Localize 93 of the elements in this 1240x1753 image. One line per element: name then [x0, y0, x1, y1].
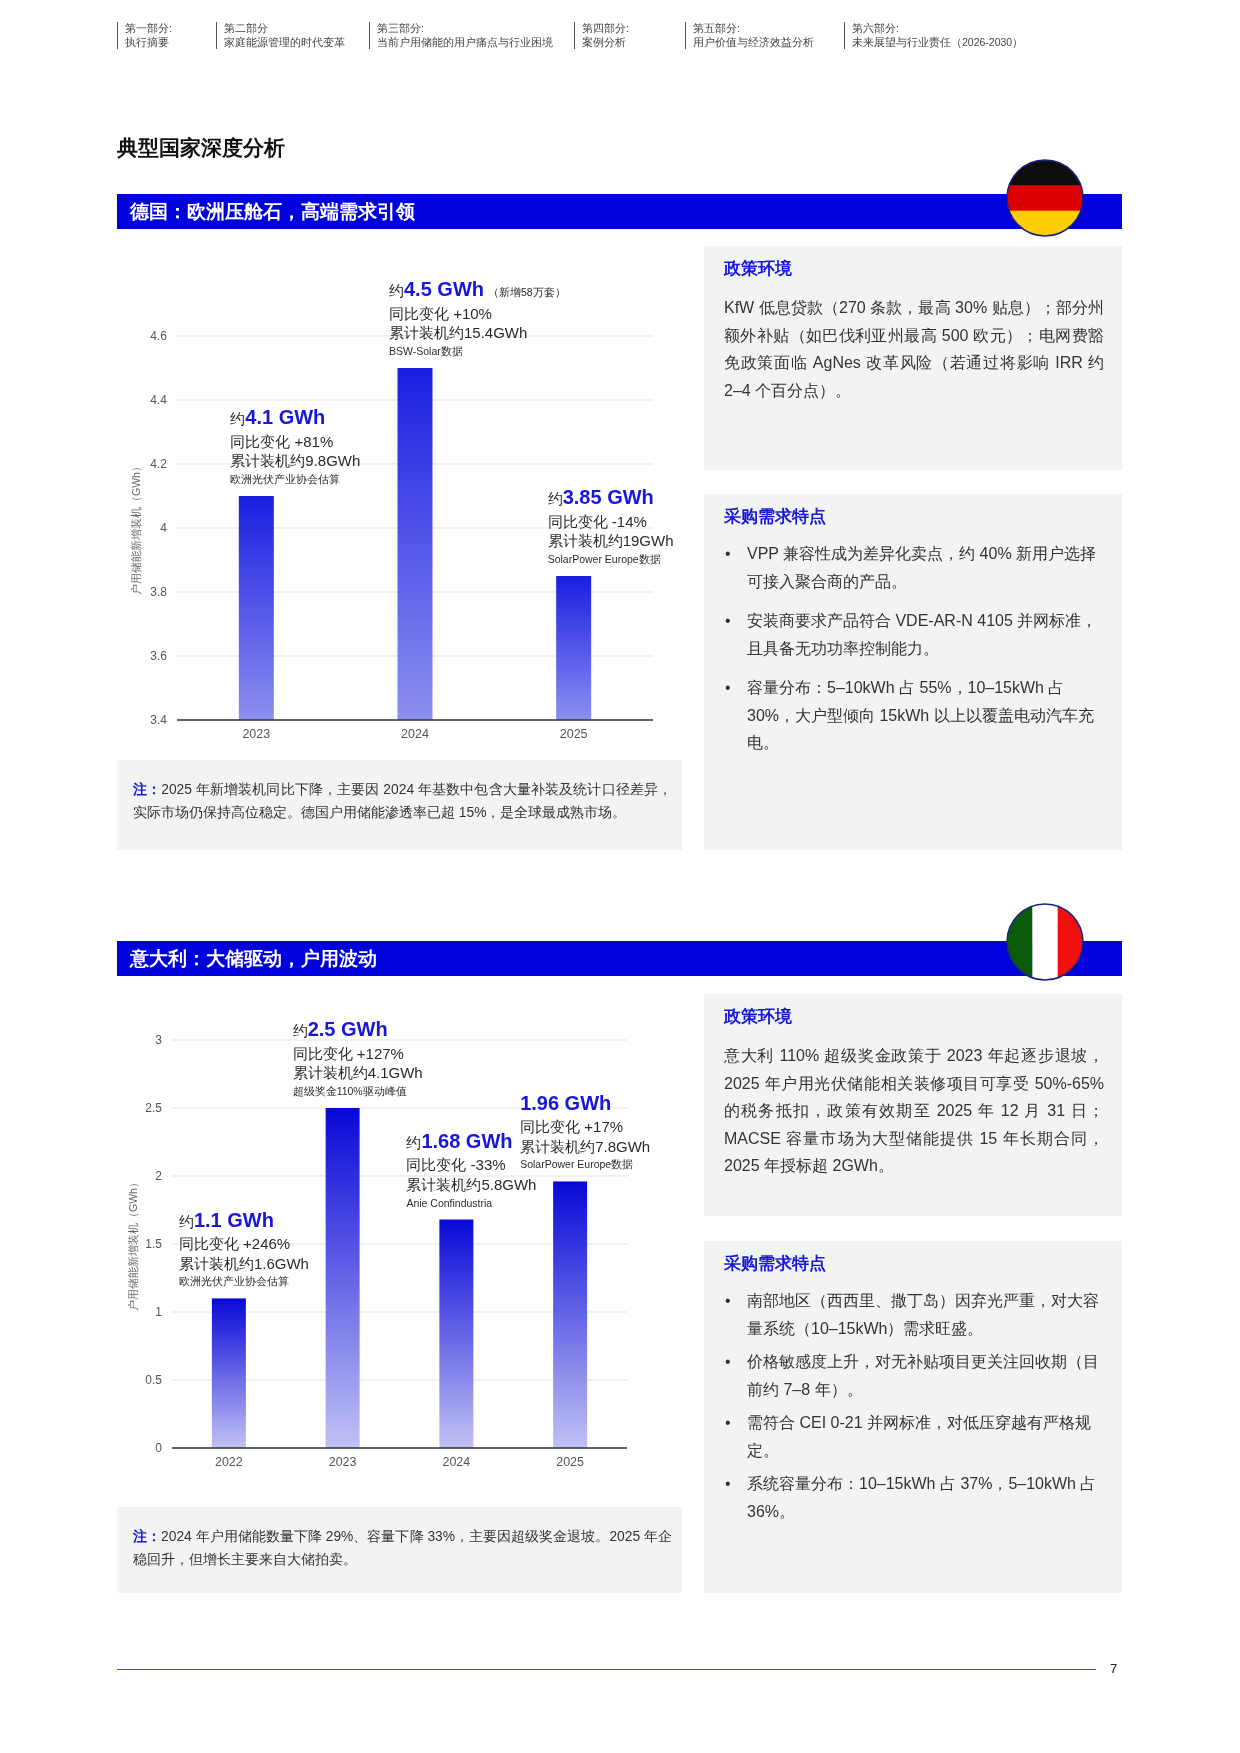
annotation: 累计装机约1.6GWh [178, 1254, 309, 1272]
text: 当前户用储能的用户痛点与行业困境 [377, 35, 553, 49]
bar [211, 1298, 246, 1448]
text: 第四部分: [582, 22, 629, 36]
text: 执行摘要 [125, 35, 170, 49]
annotation: 1.96 GWh [520, 1091, 612, 1114]
x-tick-label: 2022 [214, 1455, 243, 1469]
bar [439, 1219, 474, 1448]
text: 典型国家深度分析 [117, 135, 285, 161]
text: 未来展望与行业责任（2026-2030） [852, 35, 1024, 49]
text: 政策环境 [724, 1006, 793, 1027]
annotation: 欧洲光伏产业协会估算 [178, 1275, 289, 1288]
text: • [725, 678, 731, 698]
x-tick-label: 2024 [442, 1455, 471, 1469]
y-tick-label: 4.6 [150, 329, 168, 343]
annotation: 同比变化 +17% [520, 1118, 624, 1136]
y-tick-label: 2 [155, 1169, 163, 1183]
annotation: SolarPower Europe数据 [547, 553, 661, 565]
text: 第二部分 [224, 22, 269, 36]
y-tick-label: 4.4 [150, 393, 168, 407]
annotation: BSW-Solar数据 [389, 345, 463, 357]
text: • [725, 1352, 731, 1372]
text: 注：2025 年新增装机同比下降，主要因 2024 年基数中包含大量补装及统计口径差异，实际市场仍保持高位稳定。德国户用储能渗透率已超 15%，是全球最成熟市场。 [133, 781, 673, 822]
text: 意大利 110% 超级奖金政策于 2023 年起逐步退坡，2025 年户用光伏储能相关装修项目可享受 50%-65% 的税务抵扣，政策有效期至 2025 年 12 月 31 日；MACSE 容量市场为大型储能提供 15 年长期合同，2025 年授标超 2GWh。 [724, 1046, 1104, 1176]
y-tick-label: 3.8 [150, 585, 168, 599]
text: 注：2024 年户用储能数量下降 29%、容量下降 33%，主要因超级奖金退坡。2025 年企稳回升，但增长主要来自大储拍卖。 [133, 1528, 672, 1569]
text: 家庭能源管理的时代变革 [224, 35, 345, 49]
annotation: 欧洲光伏产业协会估算 [230, 473, 341, 485]
x-tick-label: 2023 [242, 727, 271, 741]
y-tick-label: 0 [155, 1441, 163, 1455]
y-tick-label: 1 [155, 1305, 163, 1319]
y-tick-label: 3.4 [150, 713, 168, 727]
annotation: 同比变化 -33% [406, 1156, 506, 1174]
text: 南部地区（西西里、撒丁岛）因弃光严重，对大容量系统（10–15kWh）需求旺盛。 [747, 1292, 1099, 1337]
annotation: 累计装机约9.8GWh [230, 452, 361, 470]
annotation: 约2.5 GWh [292, 1018, 388, 1041]
x-tick-label: 2023 [328, 1455, 357, 1469]
annotation: 累计装机约7.8GWh [520, 1137, 651, 1155]
annotation: 约1.1 GWh [178, 1208, 274, 1231]
text: 采购需求特点 [724, 1253, 827, 1274]
y-tick-label: 1.5 [145, 1237, 163, 1251]
y-tick-label: 4 [160, 521, 168, 535]
y-axis-title: 户用储能新增装机（GWh） [127, 1177, 139, 1311]
annotation: 同比变化 +246% [178, 1235, 291, 1253]
annotation: SolarPower Europe数据 [520, 1158, 634, 1171]
text: 第一部分: [125, 22, 172, 36]
y-tick-label: 0.5 [145, 1373, 163, 1387]
text: 第三部分: [377, 22, 425, 36]
annotation: 累计装机约5.8GWh [406, 1175, 537, 1193]
annotation: 约4.1 GWh [230, 406, 326, 429]
text: 7 [1110, 1660, 1118, 1678]
annotation: 约1.68 GWh [406, 1129, 513, 1152]
chart-title: 意大利：大储驱动，户用波动 [130, 947, 377, 971]
text: 价格敏感度上升，对无补贴项目更关注回收期（目前约 7–8 年）。 [747, 1353, 1099, 1398]
text: 案例分析 [582, 35, 627, 49]
annotation: 超级奖金110%驱动峰值 [292, 1085, 407, 1097]
text: 约4.5 GWh（新增58万套） [389, 278, 566, 301]
annotation: 同比变化 +127% [292, 1044, 404, 1062]
y-tick-label: 3 [155, 1033, 163, 1047]
text: 需符合 CEI 0-21 并网标准，对低压穿越有严格规定。 [747, 1414, 1092, 1459]
y-axis-title: 户用储能新增装机（GWh） [130, 461, 142, 595]
text: • [725, 1474, 731, 1494]
text: • [725, 544, 731, 564]
chart-title: 德国：欧洲压舱石，高端需求引领 [130, 200, 415, 224]
text: 同比变化 +10% [389, 304, 492, 322]
text: VPP 兼容性成为差异化卖点，约 40% 新用户选择可接入聚合商的产品。 [747, 545, 1097, 590]
text: 第五部分: [693, 22, 741, 36]
bar [553, 1181, 588, 1448]
x-tick-label: 2025 [556, 1455, 585, 1469]
text: KfW 低息贷款（270 条款，最高 30% 贴息）；部分州额外补贴（如巴伐利亚州最高 500 欧元）；电网费豁免政策面临 AgNes 改革风险（若通过将影响 IRR 约 2–4 个百分点）。 [724, 298, 1104, 401]
y-tick-label: 4.2 [150, 457, 168, 471]
annotation: Anie Confindustria [406, 1196, 493, 1209]
y-tick-label: 2.5 [145, 1101, 163, 1115]
text: 第六部分: [852, 22, 900, 36]
annotation: 累计装机约4.1GWh [292, 1064, 423, 1082]
y-tick-label: 3.6 [150, 649, 168, 663]
text: 系统容量分布：10–15kWh 占 37%，5–10kWh 占 36%。 [747, 1475, 1097, 1520]
text: 政策环境 [724, 258, 793, 279]
x-tick-label: 2025 [559, 727, 588, 741]
annotation: 累计装机约19GWh [547, 532, 674, 550]
text: • [725, 611, 731, 631]
annotation: 同比变化 -14% [547, 512, 647, 530]
bar [325, 1108, 360, 1448]
text: • [725, 1413, 731, 1433]
annotation: 累计装机约15.4GWh [389, 324, 528, 342]
text: 采购需求特点 [724, 506, 827, 527]
annotation: 约3.85 GWh [547, 486, 654, 509]
text: • [725, 1291, 731, 1311]
text: 用户价值与经济效益分析 [693, 35, 814, 49]
text: 容量分布：5–10kWh 占 55%，10–15kWh 占 30%，大户型倾向 15kWh 以上以覆盖电动汽车充电。 [747, 679, 1094, 751]
annotation: 同比变化 +81% [230, 432, 334, 450]
x-tick-label: 2024 [401, 727, 429, 741]
text: 安装商要求产品符合 VDE-AR-N 4105 并网标准，且具备无功功率控制能力。 [747, 612, 1098, 657]
